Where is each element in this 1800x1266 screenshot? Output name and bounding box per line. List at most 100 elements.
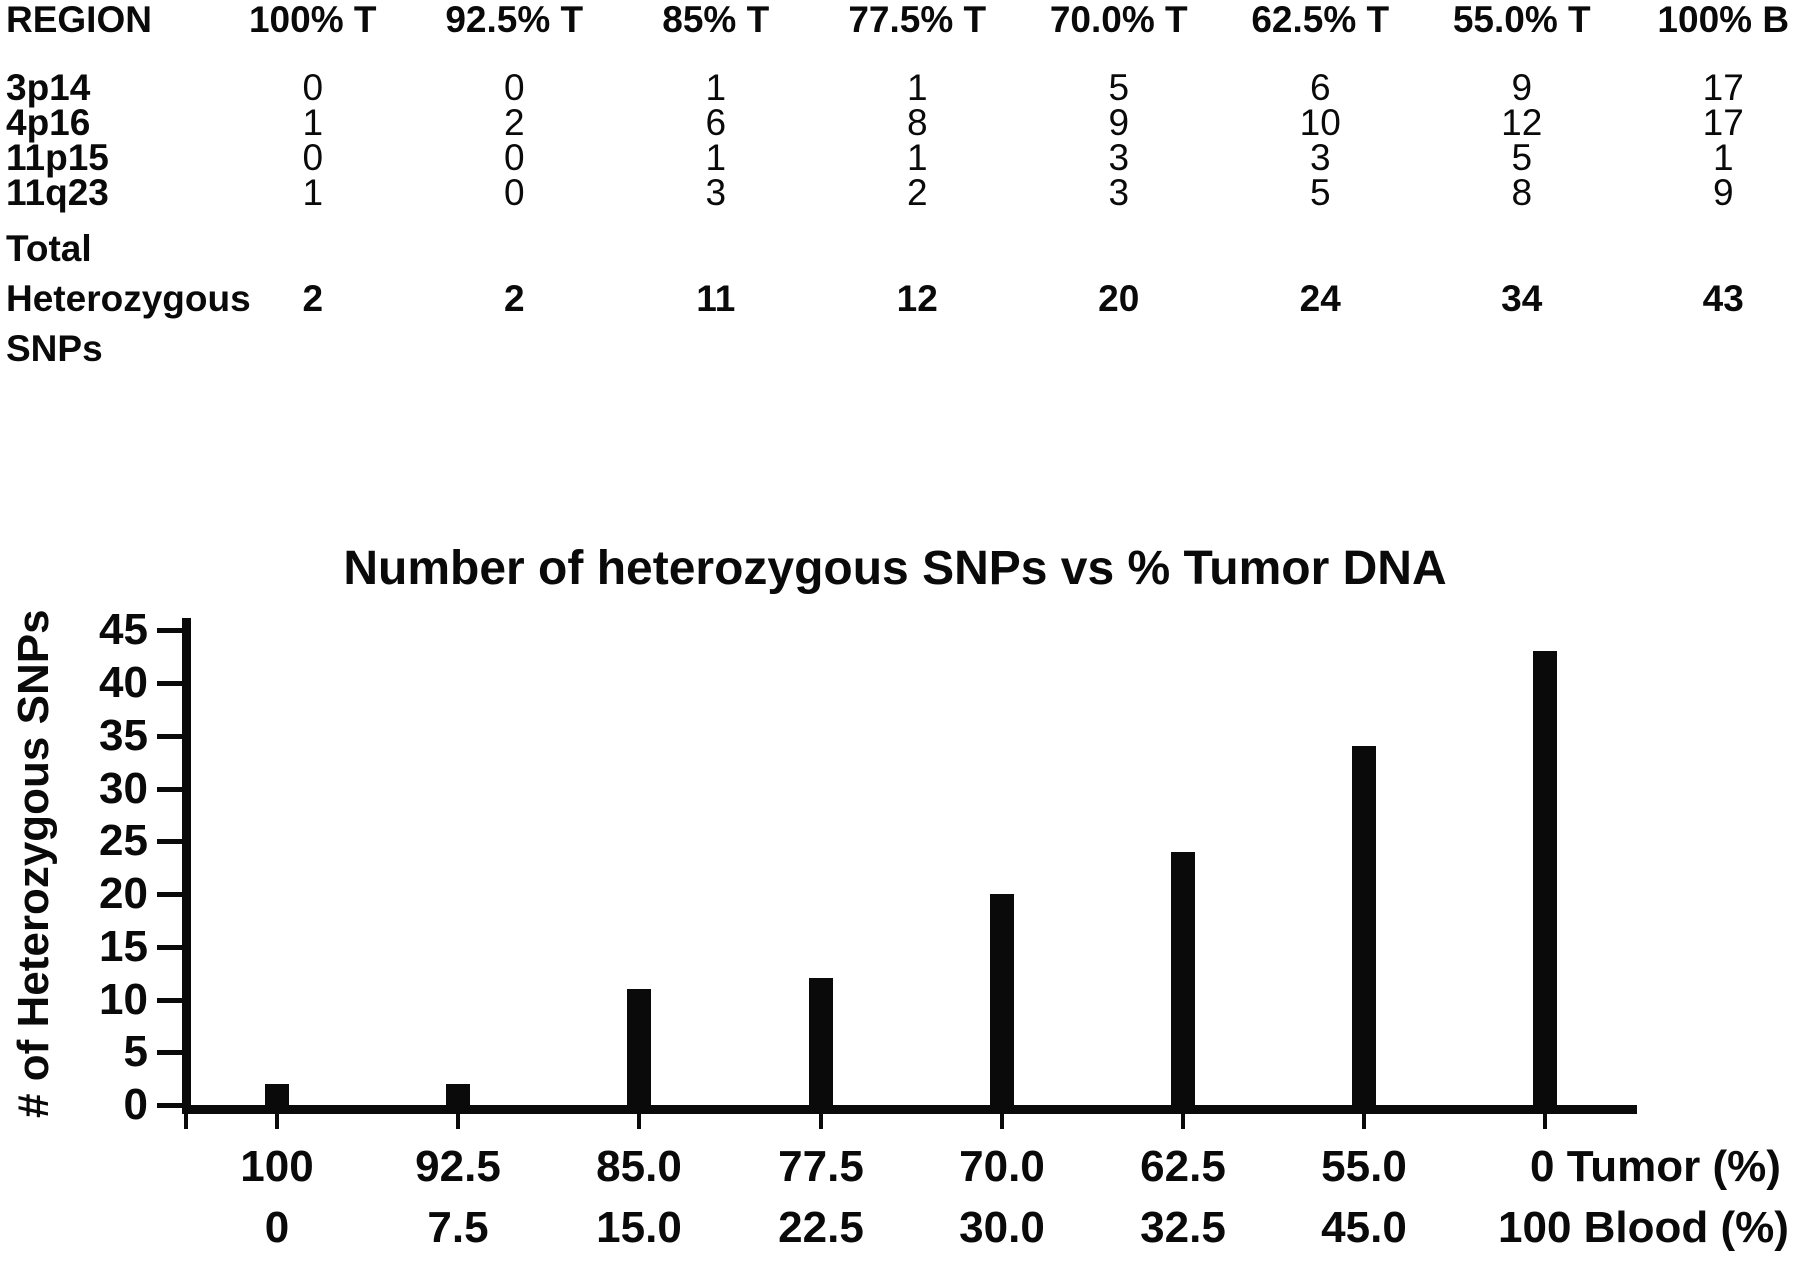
y-tick-label-30: 30 bbox=[99, 764, 148, 813]
cell-11p15-col4: 3 bbox=[1108, 137, 1130, 178]
y-tick-40 bbox=[157, 681, 183, 686]
cell-11q23-col3: 2 bbox=[906, 172, 928, 213]
y-tick-label-20: 20 bbox=[99, 869, 148, 918]
y-tick-30 bbox=[157, 787, 183, 792]
table-row-11p15: 11p15 0 0 1 1 3 3 5 1 bbox=[0, 137, 1800, 178]
x-label-blood-0: 0 bbox=[264, 1203, 290, 1252]
cell-4p16-col1: 2 bbox=[503, 102, 525, 143]
cell-11p15-col1: 0 bbox=[503, 137, 525, 178]
cell-4p16-col4: 9 bbox=[1108, 102, 1130, 143]
cell-11q23-col0: 1 bbox=[302, 172, 324, 213]
bar-100-tumor bbox=[265, 1084, 289, 1105]
cell-11q23-col4: 3 bbox=[1108, 172, 1130, 213]
total-value-col5: 24 bbox=[1299, 278, 1341, 319]
cell-3p14-col5: 6 bbox=[1309, 67, 1331, 108]
x-label-blood-3: 22.5 bbox=[778, 1203, 864, 1252]
total-value-col4: 20 bbox=[1098, 278, 1140, 319]
x-tick-origin bbox=[184, 1114, 188, 1129]
y-tick-45 bbox=[157, 628, 183, 633]
table-header-row: REGION 100% T 92.5% T 85% T 77.5% T 70.0% T 6… bbox=[0, 0, 1800, 40]
y-tick-25 bbox=[157, 839, 183, 844]
column-header-6: 55.0% T bbox=[1452, 0, 1591, 40]
column-header-1: 92.5% T bbox=[445, 0, 584, 40]
total-value-col7: 43 bbox=[1702, 278, 1744, 319]
cell-11p15-col7: 1 bbox=[1712, 137, 1734, 178]
column-header-7: 100% B bbox=[1657, 0, 1790, 40]
cell-4p16-col2: 6 bbox=[705, 102, 727, 143]
x-label-blood-1: 7.5 bbox=[427, 1203, 489, 1252]
y-tick-15 bbox=[157, 945, 183, 950]
column-header-2: 85% T bbox=[662, 0, 770, 40]
cell-11q23-col7: 9 bbox=[1712, 172, 1734, 213]
total-row: Total Heterozygous SNPs 2 2 11 12 20 24 34 43 bbox=[0, 224, 1800, 374]
x-label-blood-5: 32.5 bbox=[1140, 1203, 1226, 1252]
cell-3p14-col2: 1 bbox=[705, 67, 727, 108]
y-tick-label-10: 10 bbox=[99, 975, 148, 1024]
x-label-tumor-4: 70.0 bbox=[959, 1142, 1045, 1191]
cell-11q23-col5: 5 bbox=[1309, 172, 1331, 213]
x-label-tumor-5: 62.5 bbox=[1140, 1142, 1226, 1191]
bar-92.5-tumor bbox=[446, 1084, 470, 1105]
x-tick-1 bbox=[456, 1114, 460, 1129]
cell-11q23-col2: 3 bbox=[705, 172, 727, 213]
cell-3p14-col3: 1 bbox=[906, 67, 928, 108]
x-tick-7 bbox=[1543, 1114, 1547, 1129]
cell-3p14-col6: 9 bbox=[1511, 67, 1533, 108]
total-value-col0: 2 bbox=[302, 278, 324, 319]
cell-4p16-col7: 17 bbox=[1702, 102, 1744, 143]
cell-11p15-col0: 0 bbox=[302, 137, 324, 178]
region-label-11p15: 11p15 bbox=[6, 137, 109, 178]
cell-3p14-col7: 17 bbox=[1702, 67, 1744, 108]
x-label-tumor-6: 55.0 bbox=[1321, 1142, 1407, 1191]
x-label-tumor-1: 92.5 bbox=[415, 1142, 501, 1191]
total-label-line-2: Heterozygous bbox=[6, 278, 251, 319]
y-tick-label-15: 15 bbox=[99, 922, 148, 971]
bar-85.0-tumor bbox=[627, 989, 651, 1105]
x-tick-5 bbox=[1181, 1114, 1185, 1129]
y-tick-label-35: 35 bbox=[99, 711, 148, 760]
total-value-col3: 12 bbox=[896, 278, 938, 319]
y-tick-35 bbox=[157, 734, 183, 739]
column-header-0: 100% T bbox=[248, 0, 377, 40]
cell-11p15-col6: 5 bbox=[1511, 137, 1533, 178]
cell-11q23-col1: 0 bbox=[503, 172, 525, 213]
total-row-label: Total Heterozygous SNPs bbox=[0, 224, 251, 374]
region-label-4p16: 4p16 bbox=[6, 102, 91, 143]
cell-3p14-col4: 5 bbox=[1108, 67, 1130, 108]
x-tick-3 bbox=[819, 1114, 823, 1129]
table-row-11q23: 11q23 1 0 3 2 3 5 8 9 bbox=[0, 172, 1800, 213]
x-label-blood-6: 45.0 bbox=[1321, 1203, 1407, 1252]
snp-counts-table: REGION 100% T 92.5% T 85% T 77.5% T 70.0% T 6… bbox=[0, 0, 1800, 374]
y-tick-label-5: 5 bbox=[123, 1027, 148, 1076]
column-header-5: 62.5% T bbox=[1251, 0, 1390, 40]
x-tick-0 bbox=[275, 1114, 279, 1129]
column-header-4: 70.0% T bbox=[1049, 0, 1188, 40]
cell-11p15-col5: 3 bbox=[1309, 137, 1331, 178]
cell-4p16-col0: 1 bbox=[302, 102, 324, 143]
cell-11p15-col3: 1 bbox=[906, 137, 928, 178]
x-label-tumor-0: 100 bbox=[240, 1142, 314, 1191]
y-tick-5 bbox=[157, 1050, 183, 1055]
bar-0-tumor bbox=[1533, 651, 1557, 1105]
y-tick-10 bbox=[157, 998, 183, 1003]
total-value-col2: 11 bbox=[696, 278, 736, 319]
cell-4p16-col3: 8 bbox=[906, 102, 928, 143]
y-tick-label-0: 0 bbox=[123, 1080, 148, 1129]
column-header-3: 77.5% T bbox=[848, 0, 987, 40]
x-tick-2 bbox=[637, 1114, 641, 1129]
cell-4p16-col6: 12 bbox=[1501, 102, 1543, 143]
bar-55.0-tumor bbox=[1352, 746, 1376, 1105]
y-tick-0 bbox=[157, 1103, 183, 1108]
total-value-col1: 2 bbox=[503, 278, 525, 319]
cell-11p15-col2: 1 bbox=[705, 137, 727, 178]
region-label-3p14: 3p14 bbox=[6, 67, 91, 108]
bar-70.0-tumor bbox=[990, 894, 1014, 1105]
bar-77.5-tumor bbox=[809, 978, 833, 1105]
x-label-tumor-2: 85.0 bbox=[596, 1142, 682, 1191]
x-tick-4 bbox=[1000, 1114, 1004, 1129]
x-axis-end-label-blood: 100 Blood (%) bbox=[1498, 1203, 1789, 1252]
x-tick-6 bbox=[1362, 1114, 1366, 1129]
y-axis-line bbox=[182, 618, 191, 1114]
cell-11q23-col6: 8 bbox=[1511, 172, 1533, 213]
